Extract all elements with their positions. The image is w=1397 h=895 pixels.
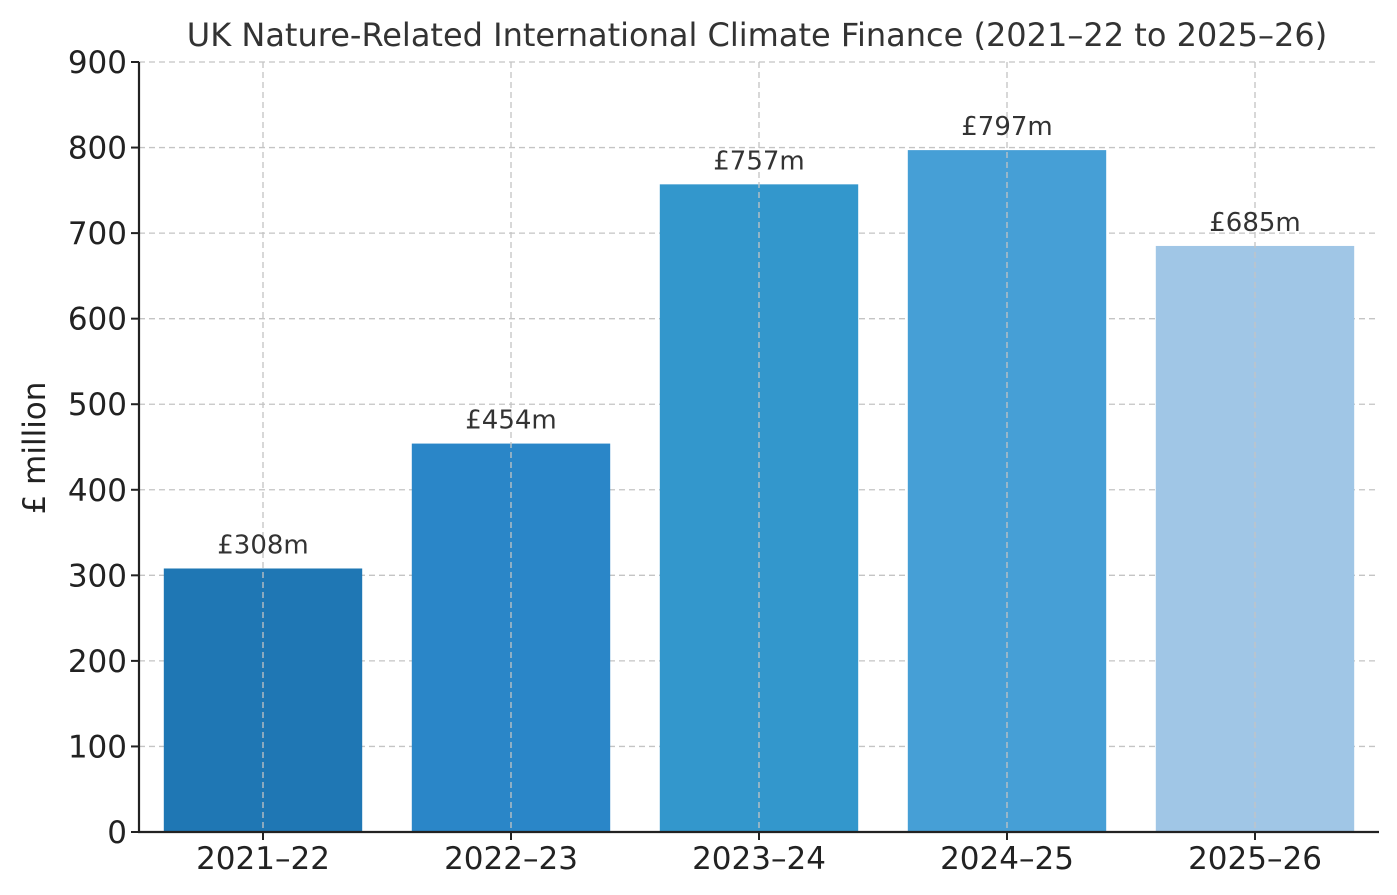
- y-tick-label: 800: [68, 131, 127, 167]
- data-label: £454m: [465, 406, 557, 436]
- x-tick-label: 2021–22: [196, 841, 330, 877]
- vertical-grid: [262, 62, 1256, 832]
- y-tick-label: 100: [68, 729, 127, 765]
- x-tick-label: 2024–25: [940, 841, 1074, 877]
- y-tick-label: 600: [68, 302, 127, 338]
- data-label: £308m: [217, 530, 309, 560]
- y-tick-label: 300: [68, 558, 127, 594]
- data-label: £685m: [1209, 208, 1301, 238]
- x-tick-label: 2025–26: [1188, 841, 1322, 877]
- axes: 0 100 200 300 400 500 600 700 800 900 2021–22 2022–…: [68, 45, 1379, 877]
- x-tick-label: 2022–23: [444, 841, 578, 877]
- data-label: £757m: [713, 146, 805, 176]
- x-tick-label: 2023–24: [692, 841, 826, 877]
- data-label: £797m: [961, 112, 1053, 142]
- y-axis-label: £ million: [17, 382, 53, 515]
- y-tick-label: 400: [68, 473, 127, 509]
- y-tick-label: 500: [68, 387, 127, 423]
- y-tick-label: 700: [68, 216, 127, 252]
- y-tick-label: 200: [68, 644, 127, 680]
- data-labels: £308m £454m £757m £797m £685m: [217, 112, 1301, 560]
- y-tick-label: 900: [68, 45, 127, 81]
- y-tick-label: 0: [107, 815, 127, 851]
- chart-title: UK Nature-Related International Climate …: [187, 16, 1327, 54]
